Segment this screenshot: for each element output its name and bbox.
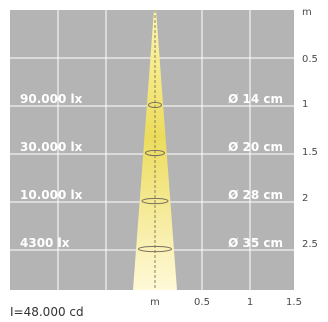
diameter-label: Ø 28 cm — [228, 188, 283, 202]
y-tick-label: 1.5 — [302, 147, 318, 158]
beam-ellipse — [138, 245, 172, 253]
x-tick-label: 0.5 — [194, 297, 210, 308]
diameter-label: Ø 35 cm — [228, 236, 283, 250]
beam-ellipse — [145, 149, 165, 157]
diameter-label: Ø 14 cm — [228, 92, 283, 106]
illuminance-label: 90.000 lx — [20, 92, 83, 106]
y-axis-ticks: m 0.5 1 1.5 2 2.5 — [302, 7, 318, 250]
row-labels: 90.000 lx Ø 14 cm 30.000 lx Ø 20 cm 10.000 l… — [20, 92, 283, 250]
y-tick-label: 1 — [302, 99, 308, 110]
beam-ellipse — [148, 101, 162, 109]
y-tick-label: 0.5 — [302, 54, 318, 65]
y-tick-label: 2 — [302, 193, 308, 204]
beam-ellipse — [141, 197, 169, 205]
x-axis-ticks: m 0.5 1 1.5 — [150, 297, 302, 308]
x-tick-label: 1.5 — [286, 297, 302, 308]
luminous-intensity: I=48.000 cd — [10, 305, 84, 319]
illuminance-label: 10.000 lx — [20, 188, 83, 202]
illuminance-label: 4300 lx — [20, 236, 70, 250]
y-axis-unit: m — [302, 7, 312, 18]
diameter-label: Ø 20 cm — [228, 140, 283, 154]
illuminance-label: 30.000 lx — [20, 140, 83, 154]
x-axis-unit: m — [150, 297, 160, 308]
x-tick-label: 1 — [247, 297, 253, 308]
y-tick-label: 2.5 — [302, 239, 318, 250]
beam-cross-sections — [138, 101, 172, 253]
